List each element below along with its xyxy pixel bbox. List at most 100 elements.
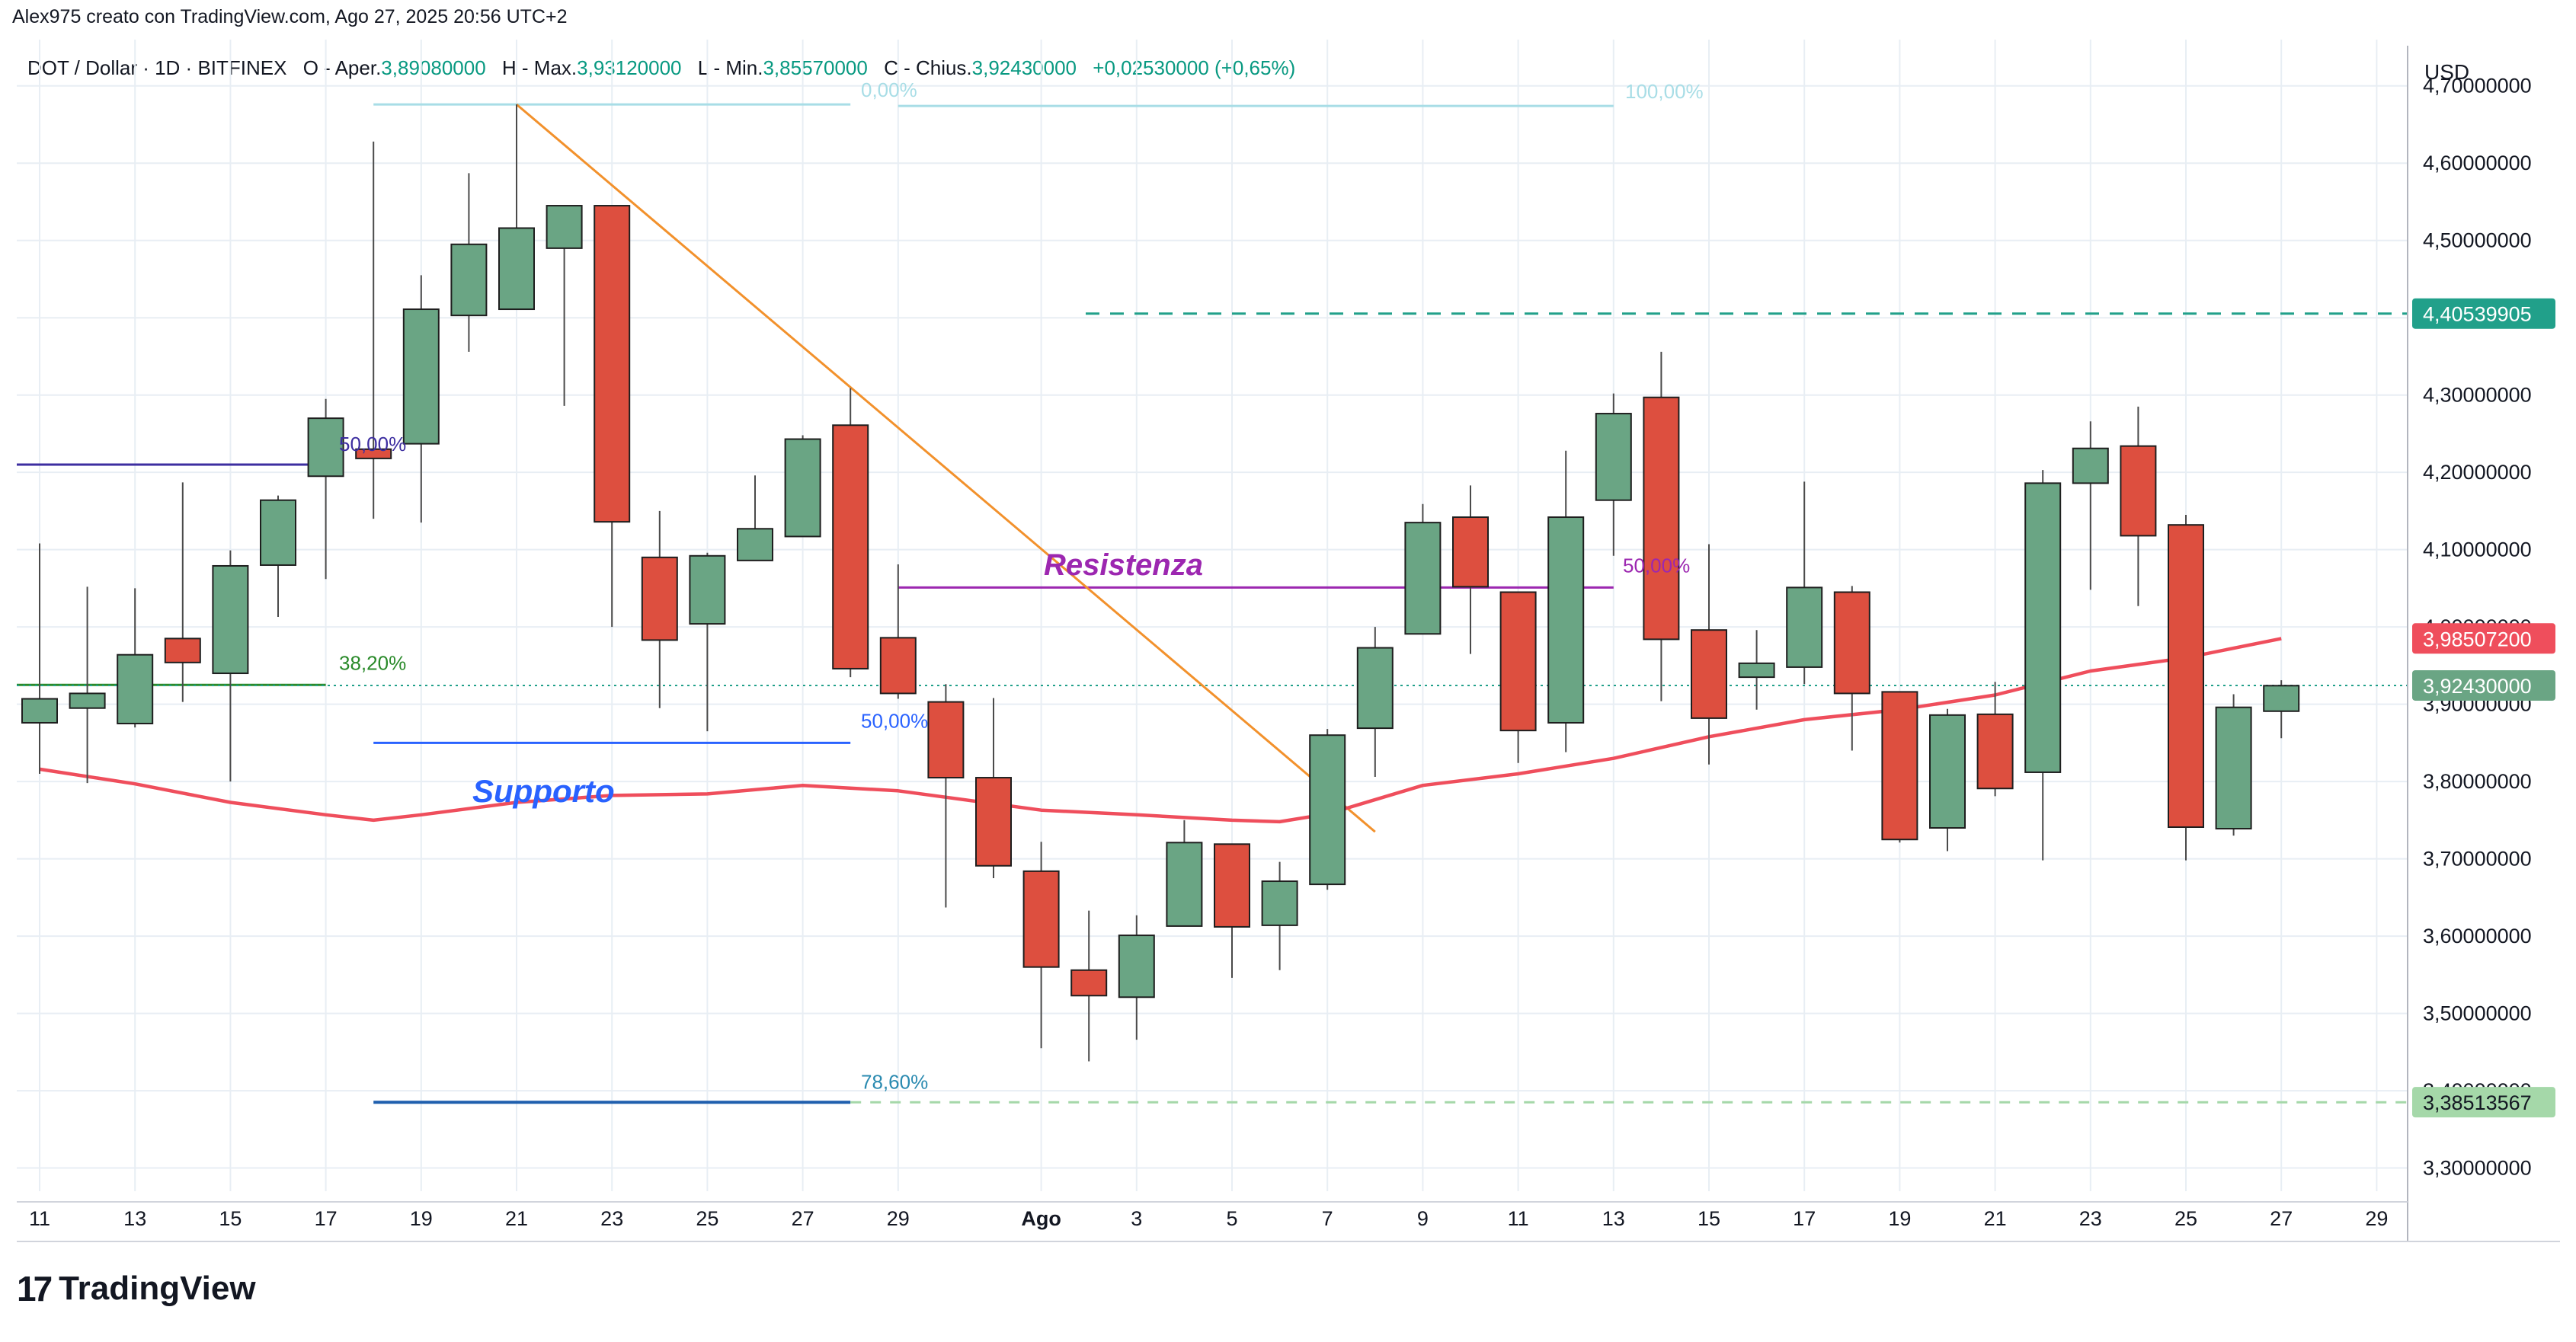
low-label: L - Min.	[697, 56, 763, 79]
time-tick-label: 3	[1131, 1207, 1142, 1230]
open-value: 3,89080000	[381, 56, 486, 79]
price-label-badge: 4,40539905	[2412, 298, 2555, 329]
price-tick-label: 4,20000000	[2423, 461, 2532, 484]
price-tick-label: 3,70000000	[2423, 848, 2532, 871]
time-tick-label: 13	[123, 1207, 146, 1230]
candle	[307, 398, 344, 580]
candle-body-down	[1976, 713, 2014, 790]
candle-body-up	[307, 417, 344, 478]
change-value: +0,02530000 (+0,65%)	[1093, 56, 1296, 79]
candle-body-down	[975, 777, 1012, 867]
candle	[1786, 481, 1823, 685]
currency-label: USD	[2424, 60, 2469, 84]
candle	[1118, 915, 1155, 1040]
candle-body-down	[879, 637, 917, 695]
candle-body-down	[1691, 629, 1727, 719]
price-tick-label: 3,50000000	[2423, 1002, 2532, 1025]
fib-786-label: 78,60%	[861, 1070, 928, 1093]
candle	[1166, 820, 1203, 927]
time-tick-label: 15	[219, 1207, 242, 1230]
candle-body-up	[784, 438, 821, 538]
fib-100-label: 100,00%	[1625, 80, 1704, 103]
candle-body-up	[546, 205, 583, 249]
support-label: Supporto	[472, 773, 615, 809]
chart-caption: Alex975 creato con TradingView.com, Ago …	[12, 6, 568, 27]
time-tick-label: Ago	[1021, 1207, 1061, 1230]
candle-body-up	[69, 692, 106, 709]
time-tick-label: 23	[2079, 1207, 2102, 1230]
candle	[1070, 910, 1108, 1062]
fib-50-label-c: 50,00%	[1623, 554, 1690, 577]
time-tick-label: 25	[696, 1207, 718, 1230]
candle	[2120, 406, 2157, 606]
time-tick-label: 27	[792, 1207, 814, 1230]
candle-body-up	[117, 653, 154, 725]
candle-body-down	[2120, 445, 2157, 537]
candle	[1643, 351, 1680, 701]
candle-body-down	[927, 701, 965, 779]
price-label-badge: 3,98507200	[2412, 623, 2555, 654]
candle-body-up	[1595, 413, 1632, 501]
candle	[164, 482, 201, 702]
candle-body-up	[1261, 880, 1298, 926]
chart-drawings	[17, 103, 2408, 1104]
candle-body-up	[1929, 714, 1966, 829]
low-value: 3,85570000	[763, 56, 868, 79]
candle	[927, 684, 965, 908]
candle	[546, 205, 583, 406]
candle-body-down	[1452, 516, 1489, 588]
candle	[1261, 861, 1298, 970]
candle	[2168, 514, 2204, 861]
candle-body-down	[2168, 524, 2204, 828]
time-tick-label: 15	[1698, 1207, 1720, 1230]
candle	[1595, 393, 1632, 556]
candle	[355, 141, 392, 519]
candle	[975, 698, 1012, 878]
price-tick-label: 4,30000000	[2423, 384, 2532, 407]
high-label: H - Max.	[501, 56, 578, 79]
symbol-name[interactable]: DOT / Dollar · 1D · BITFINEX	[27, 56, 287, 79]
tradingview-logo-icon: 17	[17, 1269, 53, 1308]
time-tick-label: 17	[1793, 1207, 1816, 1230]
resistance-label: Resistenza	[1044, 548, 1203, 582]
candle-body-up	[1309, 734, 1346, 886]
time-tick-label: 29	[887, 1207, 910, 1230]
time-tick-label: 23	[600, 1207, 623, 1230]
candle	[689, 552, 726, 732]
candle-body-up	[1547, 516, 1585, 724]
candle	[212, 550, 249, 782]
candle	[594, 205, 631, 628]
candle-body-down	[1643, 396, 1680, 641]
price-label-bg	[2412, 623, 2555, 654]
price-tick-label: 4,10000000	[2423, 538, 2532, 561]
candle	[1547, 450, 1585, 752]
candle-body-up	[21, 698, 58, 724]
price-label-badge: 3,92430000	[2412, 669, 2555, 701]
candle-body-up	[2215, 706, 2252, 830]
candlestick-series	[21, 104, 2300, 1062]
candle	[1022, 842, 1060, 1049]
candle	[2263, 680, 2300, 739]
candle-body-up	[2263, 685, 2300, 712]
candle	[1738, 630, 1775, 710]
candle-body-up	[260, 499, 296, 566]
candle	[117, 588, 154, 728]
candle-body-up	[450, 243, 488, 317]
candle-body-up	[212, 564, 249, 675]
price-tick-label: 3,60000000	[2423, 925, 2532, 947]
candle	[784, 435, 821, 538]
candle-body-up	[1738, 662, 1775, 679]
candle-body-up	[498, 227, 535, 311]
candle-body-down	[832, 424, 869, 669]
candle-body-down	[1499, 591, 1537, 732]
candle	[737, 475, 773, 561]
price-tick-label: 3,80000000	[2423, 770, 2532, 793]
price-tick-label: 3,30000000	[2423, 1157, 2532, 1180]
price-label-text: 3,92430000	[2423, 675, 2532, 698]
tradingview-logo[interactable]: 17 TradingView	[17, 1267, 256, 1310]
fib-50-label-b: 50,00%	[861, 709, 928, 732]
high-value: 3,93120000	[577, 56, 682, 79]
candle	[21, 543, 58, 774]
candle	[1929, 708, 1966, 852]
